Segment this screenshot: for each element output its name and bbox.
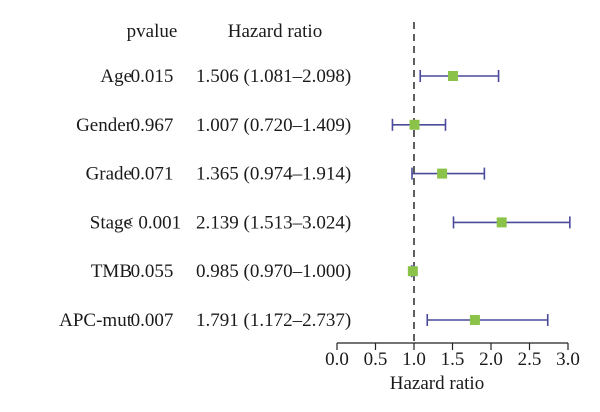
x-axis: 0.0 0.5 1.0 1.5 2.0 2.5 3.0 (325, 342, 580, 370)
hazard-ratio-point (409, 119, 420, 130)
x-tick-label: 2.0 (479, 349, 503, 370)
row-label: TMB (91, 261, 132, 282)
row-label: Grade (86, 164, 132, 185)
hazard-ratio-points (407, 71, 507, 325)
hazard-ratio-point (437, 168, 448, 179)
x-axis-ticks: 0.0 0.5 1.0 1.5 2.0 2.5 3.0 (325, 343, 580, 370)
row-hazard-ratio-text: 1.007 (0.720–1.409) (196, 115, 351, 136)
hazard-ratio-point (469, 315, 480, 325)
row-pvalue: 0.015 (131, 66, 174, 87)
x-axis-title: Hazard ratio (390, 373, 484, 394)
hazard-ratio-point (496, 217, 507, 228)
x-tick-label: 3.0 (556, 349, 580, 370)
row-hazard-ratio-text: 2.139 (1.513–3.024) (196, 212, 351, 233)
row-pvalue: 0.071 (131, 164, 174, 185)
header-hazard-ratio: Hazard ratio (228, 21, 322, 42)
row-label: Gender (76, 115, 133, 136)
row-pvalue: 0.007 (131, 310, 174, 331)
hazard-ratio-point (447, 71, 458, 81)
x-tick-label: 2.5 (518, 349, 542, 370)
x-tick-label: 1.5 (441, 349, 465, 370)
hazard-ratio-point (407, 266, 418, 277)
row-pvalue: 0.055 (131, 261, 174, 282)
row-label: APC-mut (59, 310, 133, 331)
x-tick-label: 0.5 (364, 349, 388, 370)
row-pvalue: 0.967 (131, 115, 174, 136)
confidence-intervals (391, 70, 571, 326)
header-pvalue: pvalue (127, 21, 178, 42)
row-label: Stage (90, 212, 132, 233)
x-tick-label: 0.0 (325, 349, 349, 370)
row-hazard-ratio-text: 1.791 (1.172–2.737) (196, 310, 351, 331)
plot-area (391, 22, 571, 343)
x-tick-label: 1.0 (402, 349, 426, 370)
row-label: Age (100, 66, 132, 87)
row-pvalue: < 0.001 (123, 212, 181, 233)
row-hazard-ratio-text: 0.985 (0.970–1.000) (196, 261, 351, 282)
row-hazard-ratio-text: 1.365 (0.974–1.914) (196, 164, 351, 185)
row-hazard-ratio-text: 1.506 (1.081–2.098) (196, 66, 351, 87)
